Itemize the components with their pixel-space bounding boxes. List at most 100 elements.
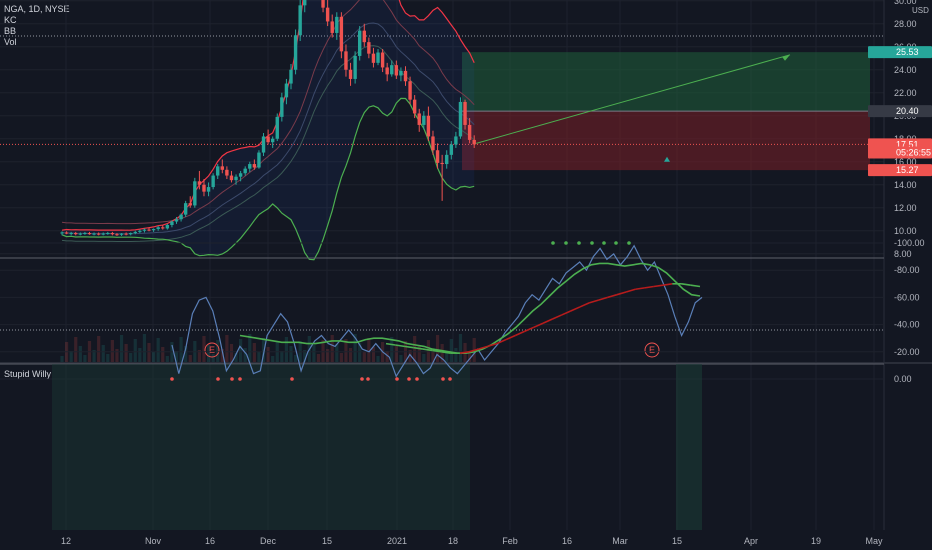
candle [156,227,160,230]
osc-slow-line-segment [662,283,673,286]
candle [293,35,298,70]
oversold-dot [590,241,594,245]
y-tick-label: 16.00 [894,157,917,167]
earnings-marker-label: E [209,345,215,355]
candle [110,233,115,235]
osc-y-tick-label: -40.00 [894,320,920,330]
osc-slow-line-segment [496,338,507,345]
price-label-box [868,146,932,159]
osc-slow-line-segment [395,344,405,348]
volume-bar [289,346,293,362]
bollinger-band-fill [62,0,475,260]
volume-bar [220,349,224,362]
oversold-dot [627,241,631,245]
osc-slow-line-segment [690,284,701,288]
overbought-dot [216,377,220,381]
target-zone [462,52,870,112]
candle [129,233,133,235]
volume-bar [152,352,156,362]
volume-bar [371,347,376,362]
candle [138,230,142,232]
volume-bar [257,352,261,362]
volume-bar [229,344,234,362]
overbought-dot [290,377,294,381]
earnings-marker-label: E [649,345,655,355]
bollinger-lower-line [61,97,475,261]
candle [248,164,252,169]
volume-bar [101,345,105,362]
projection-arrow [476,54,791,144]
candle [348,69,353,79]
osc-slow-line-segment [413,346,424,350]
candle [266,136,270,143]
symbol-title[interactable]: NGA, 1D, NYSE [4,4,70,14]
price-label: 15.27 [896,165,919,175]
candle [403,70,408,82]
candle [151,229,156,231]
volume-bar [206,345,211,362]
candle [431,136,435,151]
x-tick-label: May [865,536,883,546]
volume-bar [426,340,430,362]
candle [394,65,399,76]
x-tick-label: 19 [811,536,821,546]
volume-bar [161,347,165,362]
legend-bb[interactable]: BB [4,26,17,36]
osc-slow-line-segment [579,302,590,308]
candle [412,99,417,114]
price-label-box [868,105,932,118]
price-label-box [868,46,932,59]
candle [289,69,293,84]
volume-bar [284,337,289,362]
osc-y-tick-label: -20.00 [894,347,920,357]
y-tick-label: 24.00 [894,65,917,75]
volume-bar [417,345,421,362]
x-tick-label: Nov [145,536,162,546]
candle [358,30,362,56]
candle [408,81,412,100]
volume-bar [156,338,160,362]
legend-kc[interactable]: KC [4,15,17,25]
candle [449,144,453,155]
volume-bar [385,351,389,362]
volume-bar [422,354,426,362]
candle [367,42,371,54]
candle [206,187,211,192]
osc-slow-line-segment [625,288,636,293]
osc-y-tick-label: 0.00 [894,374,912,384]
candle [74,233,78,235]
currency-label: USD [912,6,929,15]
volume-bar [138,348,142,362]
candle [422,115,426,125]
candle [417,113,421,125]
oscillator-label[interactable]: Stupid Willy [4,369,52,379]
osc-slow-line-segment [607,293,618,299]
volume-bar [339,353,343,362]
candle [202,184,206,192]
volume-bar [335,344,339,362]
volume-bar [266,347,270,362]
candle [147,229,151,231]
overbought-dot [441,377,445,381]
legend-vol[interactable]: Vol [4,37,17,47]
osc-slow-line-segment [432,349,442,353]
osc-slow-line-segment [681,283,691,286]
candle [133,231,137,234]
volume-bar [225,335,229,362]
osc-slow-line-segment [514,330,525,337]
osc-slow-line-segment [385,342,396,346]
osc-slow-line-segment [422,348,433,352]
osc-slow-line-segment [404,345,414,349]
volume-bar [435,335,440,362]
volume-bar [348,348,353,362]
candle [124,233,128,235]
candle [220,166,224,170]
candle [472,139,476,145]
osc-slow-line-segment [487,342,498,348]
volume-bar [248,334,252,362]
candle [252,164,257,168]
volume-bar [440,344,444,362]
candle [142,229,147,231]
volume-bar [188,355,192,362]
